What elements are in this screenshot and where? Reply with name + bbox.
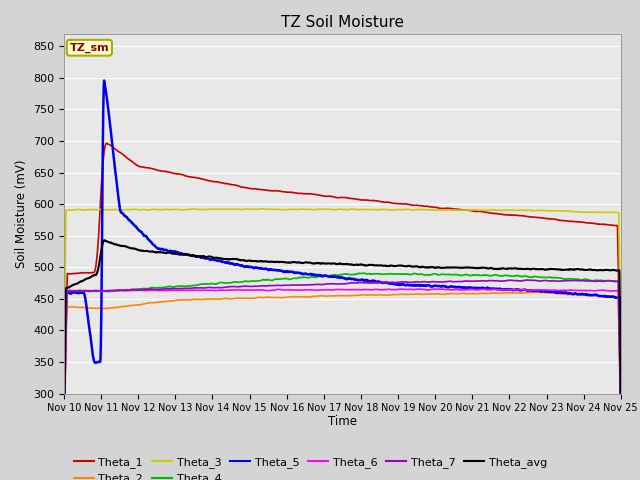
Line: Theta_2: Theta_2 — [64, 292, 621, 445]
Theta_7 — [88, 288, 96, 294]
Theta_4 — [617, 419, 625, 425]
Theta_2 — [499, 290, 506, 296]
Theta_1 — [60, 419, 68, 425]
Theta_5 — [316, 272, 324, 278]
Line: Theta_5: Theta_5 — [64, 81, 621, 438]
Theta_6 — [60, 434, 68, 440]
Theta_5 — [88, 349, 96, 355]
Theta_2 — [617, 423, 625, 429]
Theta_3 — [617, 383, 625, 388]
Theta_avg — [60, 433, 68, 439]
Theta_3 — [259, 206, 266, 212]
Theta_2 — [601, 294, 609, 300]
Theta_7 — [617, 414, 625, 420]
Theta_6 — [436, 286, 444, 292]
Text: TZ_sm: TZ_sm — [70, 43, 109, 53]
Theta_7 — [499, 278, 506, 284]
Theta_1 — [601, 222, 609, 228]
Theta_3 — [331, 207, 339, 213]
Theta_5 — [100, 78, 108, 84]
Theta_3 — [601, 209, 609, 215]
Theta_1 — [499, 211, 506, 217]
Theta_7 — [523, 277, 531, 283]
Theta_4 — [601, 278, 609, 284]
Theta_6 — [601, 288, 609, 293]
Theta_4 — [88, 288, 96, 294]
Theta_7 — [60, 434, 68, 440]
Theta_avg — [316, 261, 324, 266]
Theta_4 — [60, 425, 68, 431]
Line: Theta_4: Theta_4 — [64, 273, 621, 428]
Theta_1 — [88, 270, 96, 276]
Line: Theta_6: Theta_6 — [64, 289, 621, 437]
Theta_6 — [601, 288, 609, 293]
Theta_7 — [601, 278, 609, 284]
Theta_5 — [617, 402, 625, 408]
Theta_5 — [60, 435, 68, 441]
Line: Theta_7: Theta_7 — [64, 280, 621, 437]
Theta_3 — [60, 382, 68, 387]
Theta_6 — [499, 287, 506, 293]
Theta_2 — [601, 294, 609, 300]
Theta_2 — [88, 305, 96, 311]
Theta_5 — [601, 293, 609, 299]
Theta_4 — [316, 274, 324, 279]
Theta_avg — [100, 237, 108, 243]
Theta_avg — [88, 273, 96, 278]
Line: Theta_1: Theta_1 — [64, 144, 621, 422]
Theta_7 — [601, 278, 609, 284]
Theta_5 — [601, 293, 609, 299]
Theta_3 — [499, 207, 506, 213]
Theta_6 — [617, 420, 625, 425]
Theta_4 — [331, 272, 339, 278]
Theta_6 — [331, 287, 339, 292]
Theta_avg — [499, 265, 506, 271]
Theta_2 — [60, 442, 68, 448]
Theta_3 — [601, 210, 609, 216]
Theta_avg — [601, 267, 609, 273]
Theta_4 — [601, 278, 609, 284]
Theta_1 — [601, 222, 609, 228]
Theta_1 — [102, 141, 110, 146]
Theta_1 — [617, 395, 625, 400]
Theta_4 — [359, 270, 367, 276]
Theta_6 — [316, 287, 324, 293]
Theta_5 — [499, 287, 506, 293]
Line: Theta_avg: Theta_avg — [64, 240, 621, 436]
Theta_avg — [331, 261, 339, 266]
Theta_1 — [331, 194, 339, 200]
Theta_1 — [316, 192, 324, 198]
Theta_3 — [88, 207, 96, 213]
Theta_3 — [316, 206, 324, 212]
Y-axis label: Soil Moisture (mV): Soil Moisture (mV) — [15, 159, 28, 268]
Title: TZ Soil Moisture: TZ Soil Moisture — [281, 15, 404, 30]
Theta_2 — [316, 293, 324, 299]
Legend: Theta_1, Theta_2, Theta_3, Theta_4, Theta_5, Theta_6, Theta_7, Theta_avg: Theta_1, Theta_2, Theta_3, Theta_4, Thet… — [70, 453, 551, 480]
Theta_2 — [331, 293, 339, 299]
Theta_avg — [601, 267, 609, 273]
Theta_6 — [88, 288, 96, 294]
Line: Theta_3: Theta_3 — [64, 209, 621, 385]
Theta_4 — [499, 273, 506, 278]
Theta_5 — [331, 274, 339, 279]
Theta_7 — [316, 281, 324, 287]
X-axis label: Time: Time — [328, 415, 357, 428]
Theta_avg — [617, 397, 625, 403]
Theta_7 — [331, 281, 339, 287]
Theta_2 — [531, 289, 539, 295]
